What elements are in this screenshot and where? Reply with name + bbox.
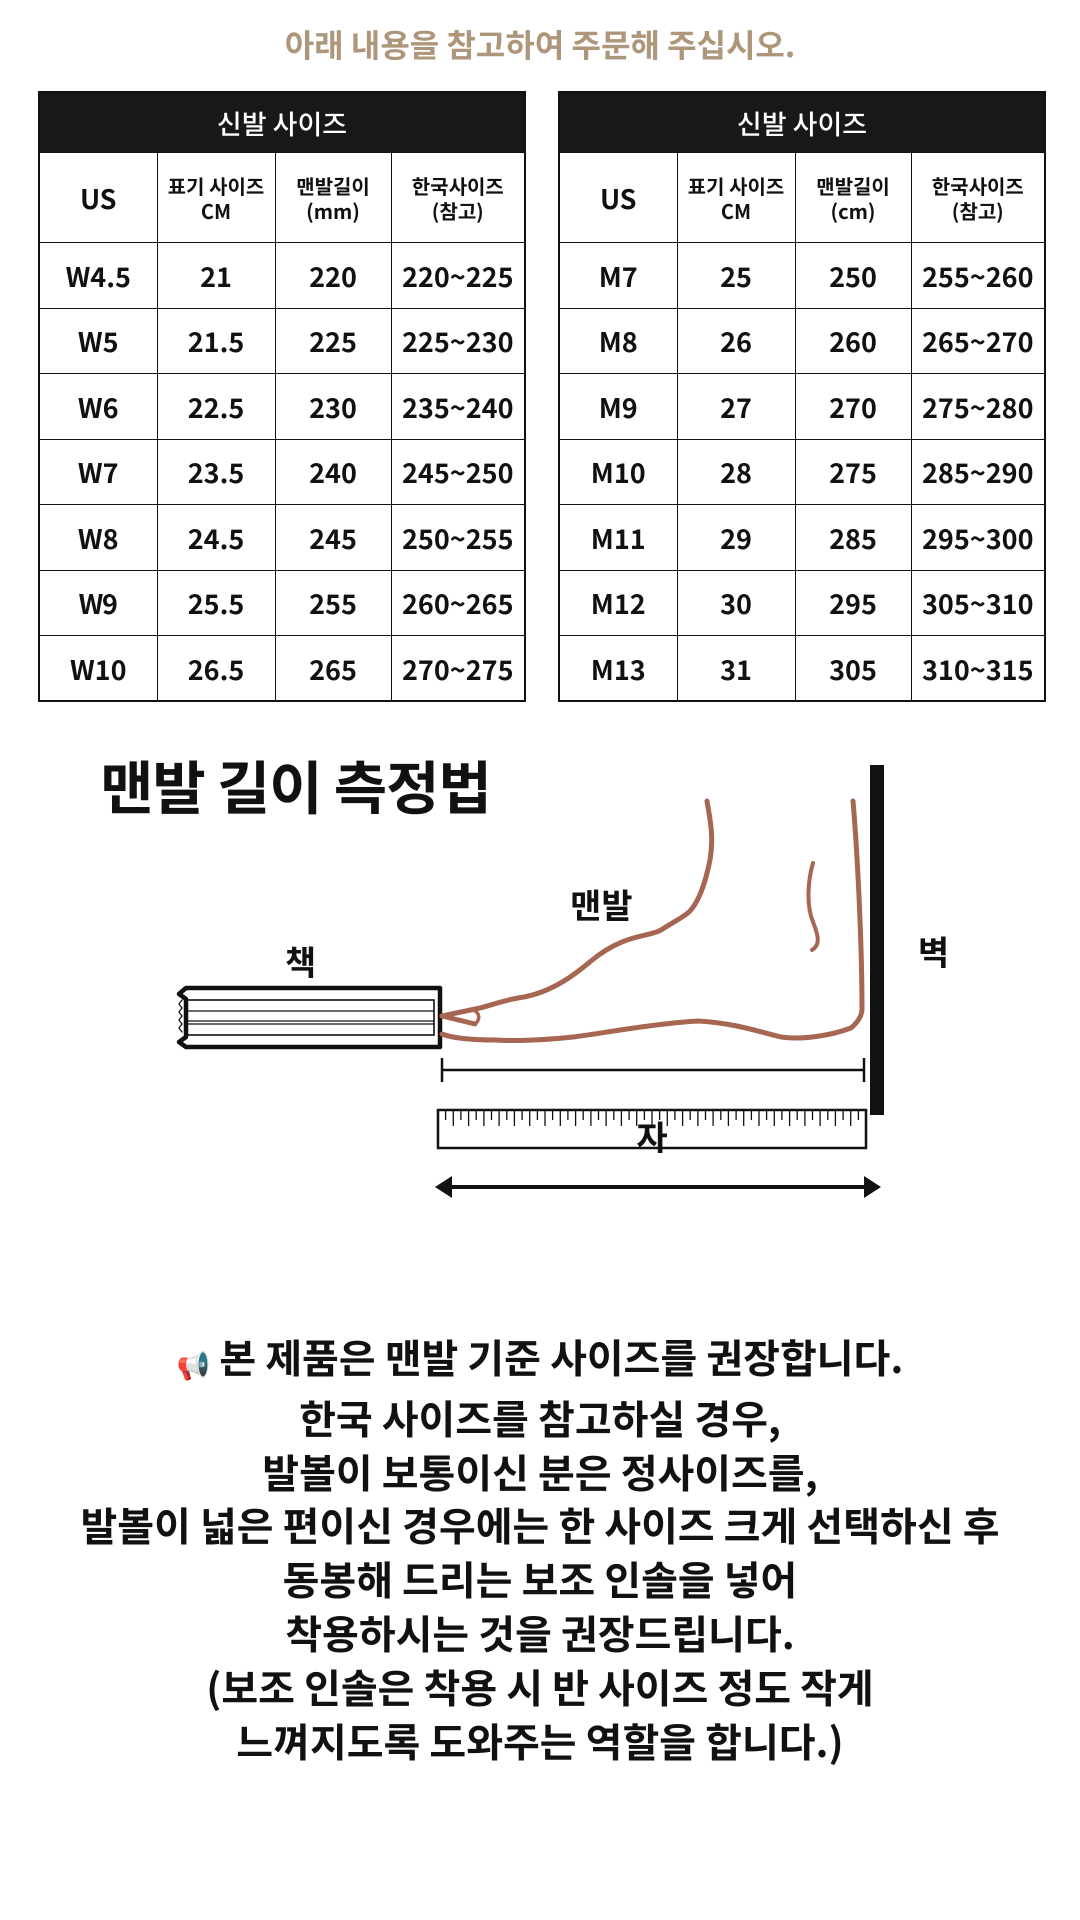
svg-text:벽: 벽 xyxy=(918,926,949,975)
svg-text:맨발: 맨발 xyxy=(570,879,633,928)
svg-text:책: 책 xyxy=(285,936,316,985)
svg-text:자: 자 xyxy=(636,1111,667,1160)
